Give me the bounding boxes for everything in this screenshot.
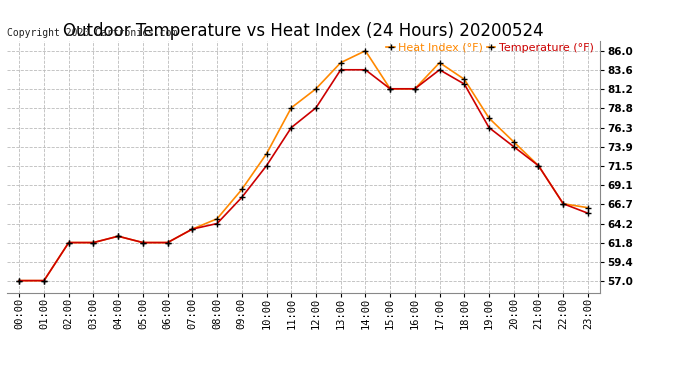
Temperature (°F): [237, 195, 246, 200]
Heat Index (°F): [386, 87, 394, 91]
Heat Index (°F): [435, 60, 444, 65]
Line: Temperature (°F): Temperature (°F): [16, 66, 591, 284]
Temperature (°F): [559, 201, 567, 206]
Temperature (°F): [411, 87, 419, 91]
Temperature (°F): [40, 278, 48, 283]
Legend: Heat Index (°F), Temperature (°F): Heat Index (°F), Temperature (°F): [385, 42, 595, 54]
Heat Index (°F): [312, 87, 320, 91]
Heat Index (°F): [188, 227, 197, 231]
Heat Index (°F): [510, 140, 518, 144]
Temperature (°F): [584, 211, 592, 216]
Temperature (°F): [164, 240, 172, 245]
Temperature (°F): [312, 106, 320, 110]
Temperature (°F): [188, 227, 197, 231]
Heat Index (°F): [237, 187, 246, 192]
Heat Index (°F): [337, 60, 345, 65]
Temperature (°F): [510, 144, 518, 149]
Temperature (°F): [337, 68, 345, 72]
Text: Copyright 2020 Cartronics.com: Copyright 2020 Cartronics.com: [7, 28, 177, 38]
Temperature (°F): [287, 125, 295, 130]
Temperature (°F): [114, 234, 122, 238]
Heat Index (°F): [485, 116, 493, 120]
Line: Heat Index (°F): Heat Index (°F): [16, 47, 591, 284]
Heat Index (°F): [262, 152, 270, 156]
Heat Index (°F): [287, 106, 295, 110]
Heat Index (°F): [114, 234, 122, 238]
Title: Outdoor Temperature vs Heat Index (24 Hours) 20200524: Outdoor Temperature vs Heat Index (24 Ho…: [63, 22, 544, 40]
Temperature (°F): [485, 125, 493, 130]
Temperature (°F): [386, 87, 394, 91]
Heat Index (°F): [164, 240, 172, 245]
Temperature (°F): [65, 240, 73, 245]
Heat Index (°F): [411, 87, 419, 91]
Heat Index (°F): [65, 240, 73, 245]
Heat Index (°F): [15, 278, 23, 283]
Temperature (°F): [213, 221, 221, 226]
Temperature (°F): [435, 68, 444, 72]
Temperature (°F): [534, 164, 542, 168]
Heat Index (°F): [534, 164, 542, 168]
Heat Index (°F): [460, 77, 469, 81]
Temperature (°F): [362, 68, 370, 72]
Temperature (°F): [89, 240, 97, 245]
Temperature (°F): [460, 82, 469, 86]
Temperature (°F): [262, 164, 270, 168]
Temperature (°F): [15, 278, 23, 283]
Heat Index (°F): [40, 278, 48, 283]
Heat Index (°F): [362, 48, 370, 53]
Temperature (°F): [139, 240, 147, 245]
Heat Index (°F): [139, 240, 147, 245]
Heat Index (°F): [559, 201, 567, 206]
Heat Index (°F): [89, 240, 97, 245]
Heat Index (°F): [213, 216, 221, 221]
Heat Index (°F): [584, 206, 592, 210]
